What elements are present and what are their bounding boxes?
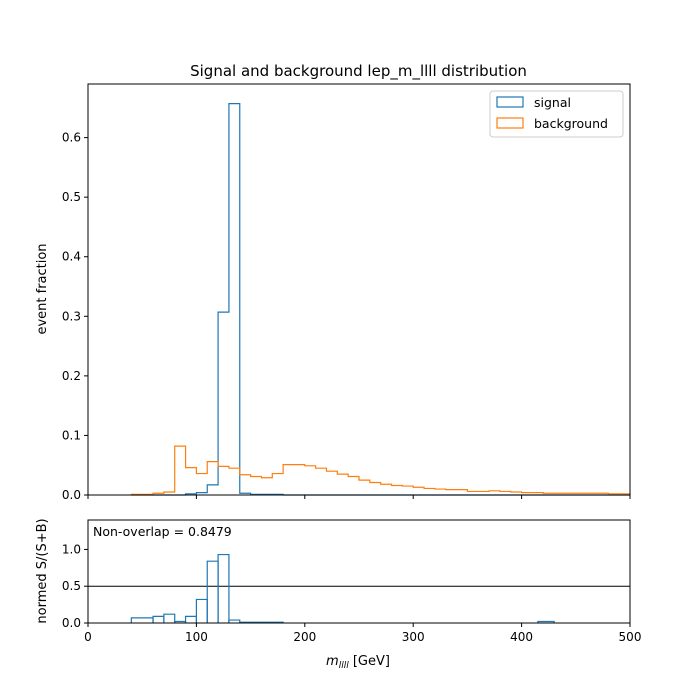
main-plot: Signal and background lep_m_llll distrib… — [35, 62, 631, 502]
ratio-y-axis-label: normed S/(S+B) — [35, 518, 50, 623]
ratio-bin — [163, 613, 176, 623]
main-y-axis-label: event fraction — [35, 243, 50, 334]
main-y-tick-label: 0.3 — [62, 309, 81, 323]
x-tick-label: 100 — [185, 630, 208, 644]
legend-label-signal: signal — [534, 95, 571, 110]
ratio-bin — [206, 560, 219, 623]
x-tick-label: 400 — [510, 630, 533, 644]
ratio-y-tick-label: 0.0 — [62, 616, 81, 630]
ratio-plot: 0.0 0.5 1.0 0 100 200 300 400 500 Non-overlap =… — [35, 518, 641, 671]
ratio-bin — [195, 598, 208, 623]
main-y-tick-label: 0.2 — [62, 369, 81, 383]
main-y-tick-label: 0.6 — [62, 131, 81, 145]
series-background-step — [130, 445, 631, 496]
ratio-y-tick-label: 1.0 — [62, 542, 81, 556]
main-plot-frame — [87, 83, 631, 496]
ratio-y-tick-label: 0.5 — [62, 579, 81, 593]
x-tick-label: 500 — [619, 630, 642, 644]
legend-label-background: background — [534, 116, 608, 131]
series-signal-step — [131, 103, 630, 496]
x-tick-label: 0 — [84, 630, 92, 644]
legend-swatch-background — [496, 117, 524, 129]
ratio-bin — [152, 615, 165, 623]
ratio-bin — [228, 619, 241, 623]
x-tick-label: 200 — [293, 630, 316, 644]
ratio-bin — [217, 553, 230, 623]
main-y-tick-label: 0.0 — [62, 488, 81, 502]
ratio-plot-frame — [87, 519, 631, 624]
ratio-bin — [130, 617, 154, 623]
x-tick-label: 300 — [402, 630, 425, 644]
non-overlap-annotation: Non-overlap = 0.8479 — [93, 524, 232, 539]
main-y-tick-label: 0.1 — [62, 428, 81, 442]
x-axis-label: mllll [GeV] — [326, 654, 390, 671]
ratio-bin — [184, 615, 197, 623]
chart-title: Signal and background lep_m_llll distrib… — [190, 62, 527, 81]
main-y-tick-label: 0.5 — [62, 190, 81, 204]
main-y-tick-label: 0.4 — [62, 250, 81, 264]
legend-swatch-signal — [496, 96, 524, 108]
legend: signal background — [489, 90, 624, 138]
ratio-bin — [537, 620, 555, 623]
